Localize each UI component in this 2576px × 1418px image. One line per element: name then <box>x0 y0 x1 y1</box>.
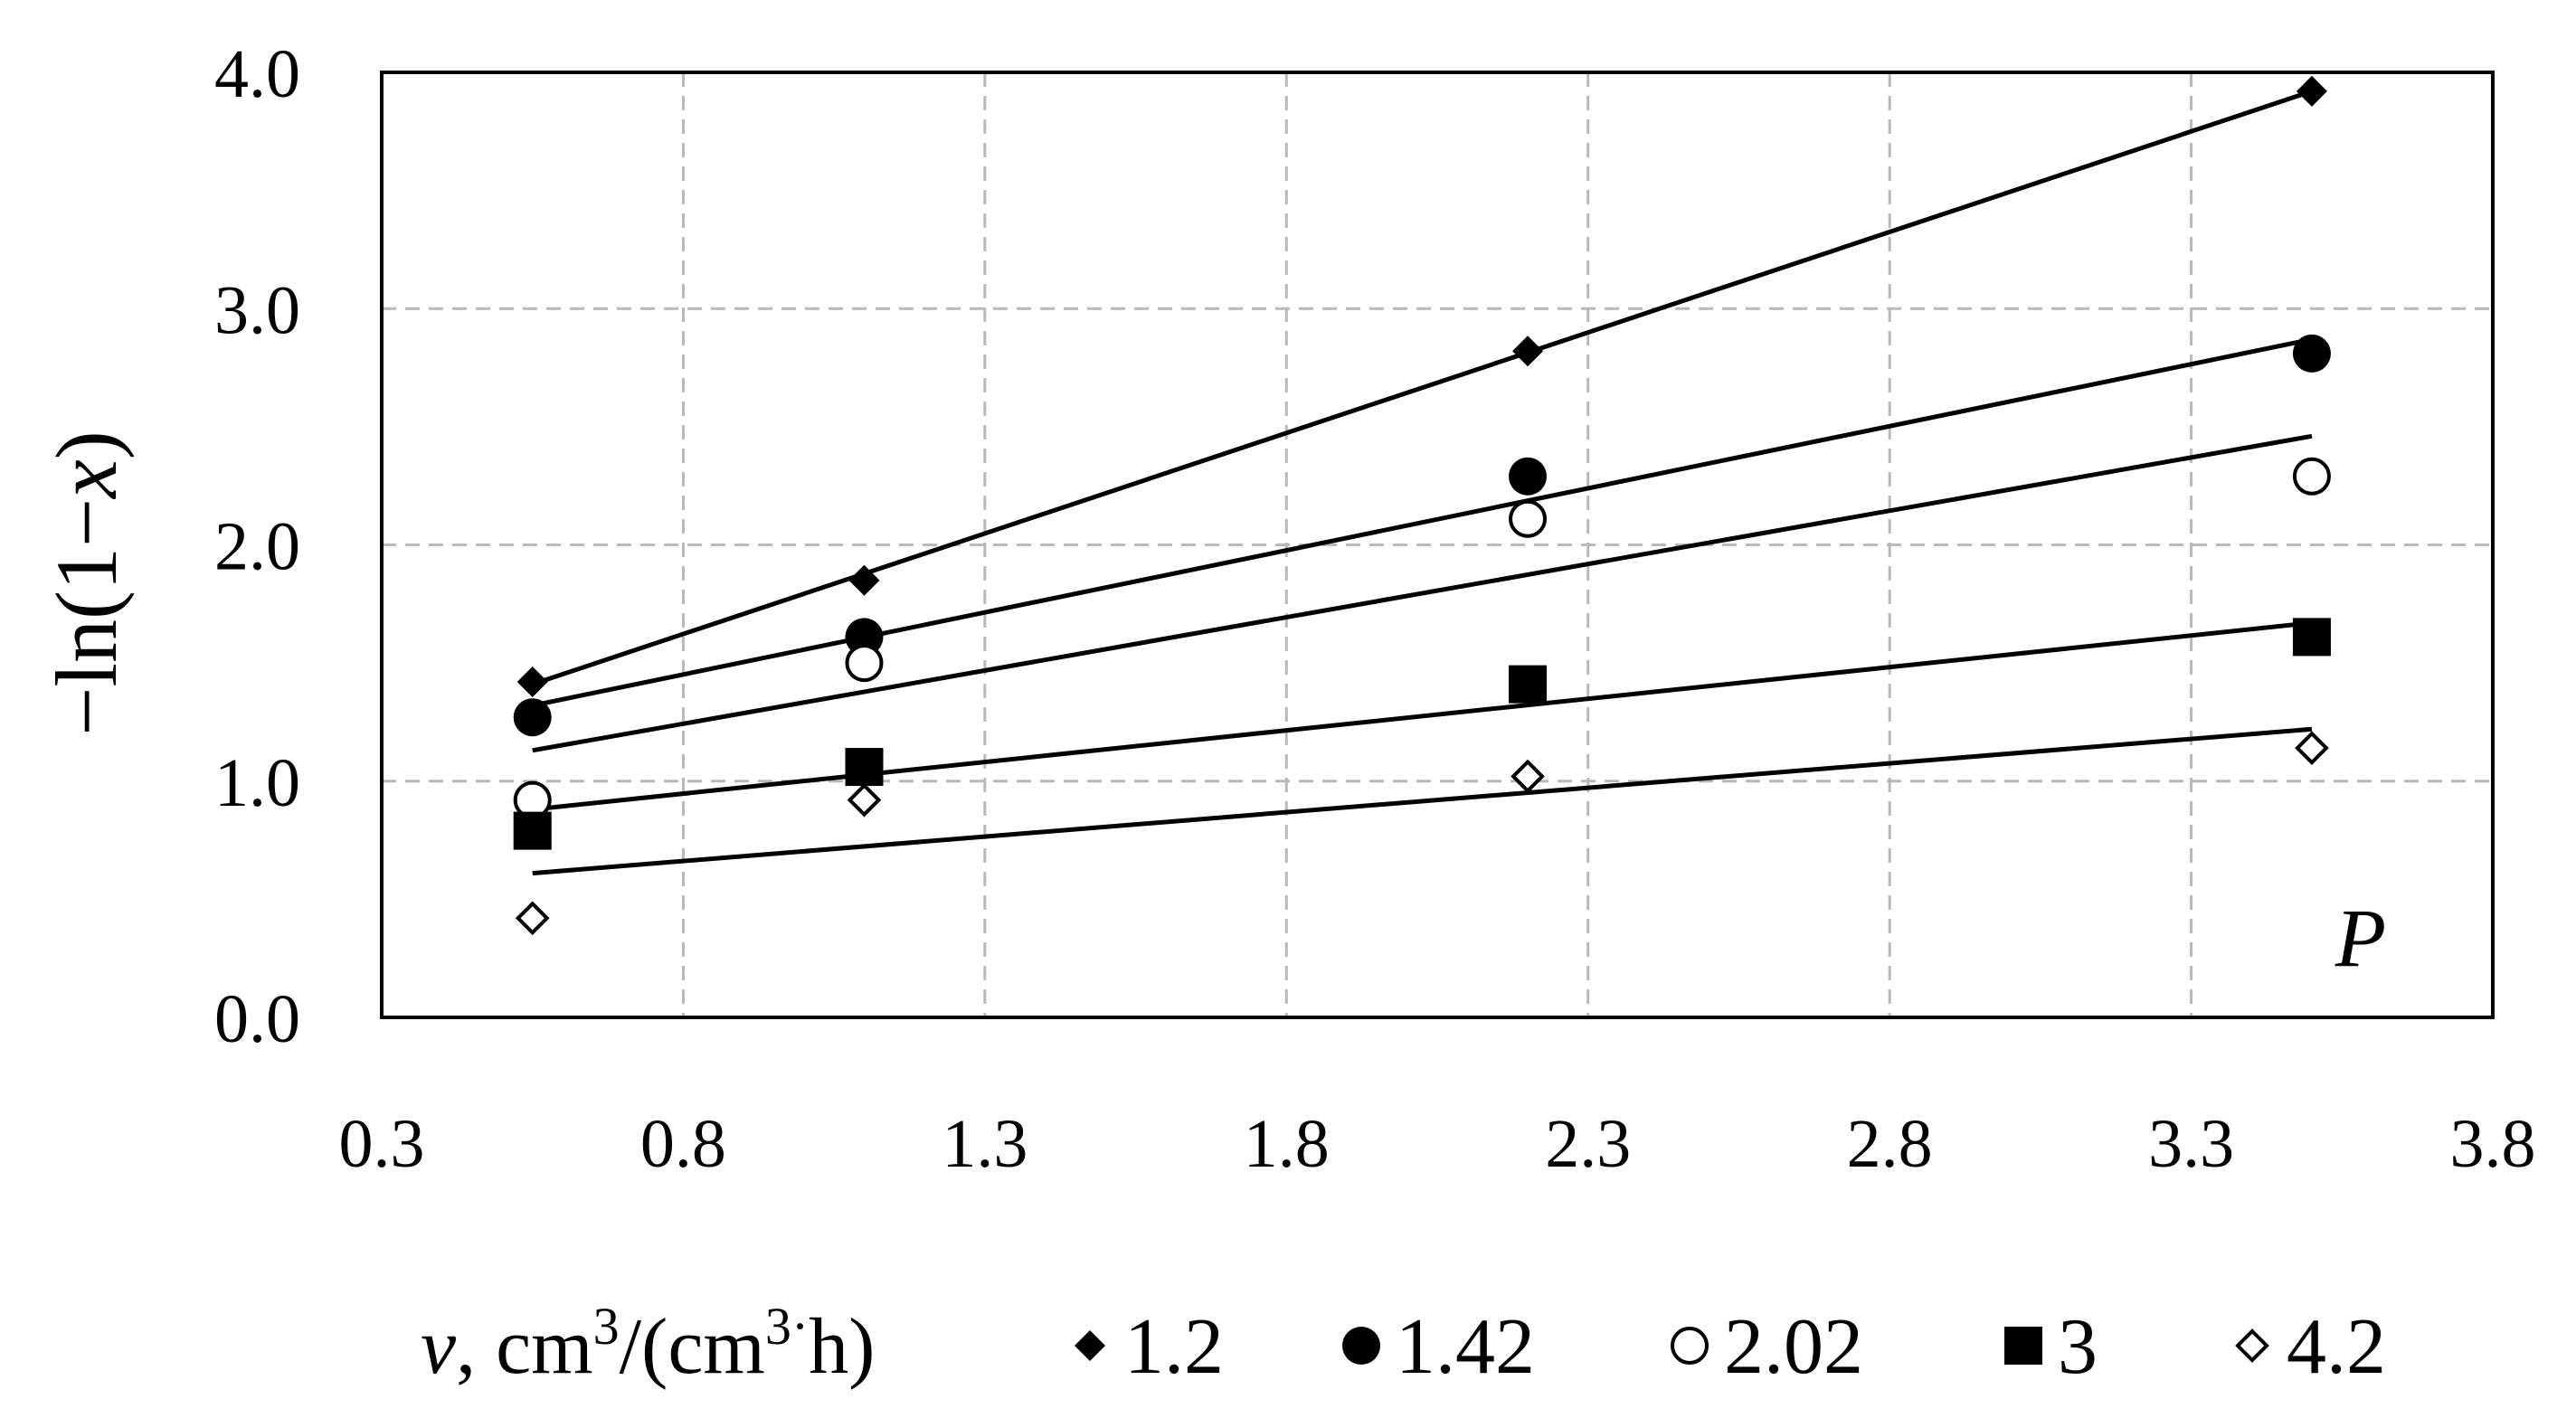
y-tick-label: 1.0 <box>214 745 300 821</box>
data-point-3 <box>2292 618 2331 657</box>
x-axis-title-sup-a: 3 <box>593 1297 620 1356</box>
legend-label: 3 <box>2058 1303 2098 1391</box>
y-tick-label: 2.0 <box>214 509 300 585</box>
data-point-2.02 <box>1509 499 1548 538</box>
trend-line-1.2 <box>531 89 2313 687</box>
legend: 1.2 1.42 2.02 3 4.2 <box>1075 1303 2386 1391</box>
x-axis-title-variable: v <box>421 1303 457 1391</box>
x-tick-label: 0.8 <box>640 1106 726 1182</box>
y-axis-title-suffix: ) <box>38 430 135 459</box>
legend-label: 1.2 <box>1124 1303 1224 1391</box>
trend-line-2.02 <box>532 433 2313 753</box>
data-point-1.2 <box>2296 75 2327 107</box>
x-axis-title-unit-b: /(cm <box>620 1303 765 1391</box>
legend-marker-4.2 <box>2235 1328 2269 1363</box>
plot-area-frame <box>380 71 2495 1019</box>
x-tick-label: 1.3 <box>942 1106 1028 1182</box>
legend-label: 4.2 <box>2287 1303 2386 1391</box>
y-axis-title: −ln(1−x) <box>38 430 135 736</box>
data-point-4.2 <box>515 901 550 936</box>
trend-line-3 <box>532 620 2313 812</box>
data-point-1.2 <box>848 564 880 596</box>
x-tick-label: 3.8 <box>2450 1106 2536 1182</box>
data-point-3 <box>845 748 884 787</box>
y-tick-label: 0.0 <box>214 981 300 1057</box>
grid-lines <box>382 72 2493 1017</box>
data-point-1.42 <box>2292 334 2331 373</box>
x-axis-title-dot: · <box>791 1297 809 1356</box>
x-axis-title-sup-b: 3 <box>765 1297 791 1356</box>
data-point-1.2 <box>516 666 548 698</box>
x-tick-label: 1.8 <box>1244 1106 1330 1182</box>
data-point-1.2 <box>1512 336 1544 367</box>
data-point-3 <box>513 811 552 850</box>
legend-marker-1.2 <box>1075 1330 1105 1361</box>
panel-letter-annotation: P <box>2334 892 2386 984</box>
data-point-4.2 <box>1511 759 1545 794</box>
data-point-3 <box>1509 665 1548 704</box>
data-point-4.2 <box>2295 731 2329 766</box>
data-point-1.42 <box>513 698 552 737</box>
x-tick-label: 2.8 <box>1847 1106 1933 1182</box>
trend-line-4.2 <box>532 726 2313 876</box>
legend-marker-3 <box>2004 1327 2042 1365</box>
data-point-4.2 <box>847 782 882 818</box>
x-axis-title-unit-c: h) <box>809 1303 875 1391</box>
trend-line-1.42 <box>532 336 2313 708</box>
y-axis-title-variable: x <box>38 459 135 500</box>
x-tick-label: 0.3 <box>339 1106 425 1182</box>
y-tick-label: 3.0 <box>214 272 300 348</box>
data-point-1.42 <box>1509 457 1548 496</box>
legend-label: 2.02 <box>1724 1303 1863 1391</box>
legend-label: 1.42 <box>1396 1303 1535 1391</box>
data-point-1.42 <box>845 618 884 657</box>
legend-marker-1.42 <box>1342 1327 1380 1365</box>
data-point-2.02 <box>845 644 884 683</box>
trend-lines <box>531 89 2313 876</box>
tick-labels: 0.3 0.8 1.3 1.8 2.3 2.8 3.3 3.8 0.0 1.0 2.0 3.0 4.0 <box>214 36 2536 1182</box>
x-axis-title-unit-a: , cm <box>456 1303 593 1391</box>
x-axis-title: v, cm3/(cm3·h) <box>421 1297 875 1392</box>
data-point-2.02 <box>2292 457 2331 496</box>
data-points <box>513 75 2331 936</box>
y-axis-title-prefix: −ln(1− <box>38 498 135 736</box>
x-tick-label: 2.3 <box>1545 1106 1631 1182</box>
legend-marker-2.02 <box>1671 1327 1709 1365</box>
x-tick-label: 3.3 <box>2148 1106 2234 1182</box>
y-tick-label: 4.0 <box>214 36 300 112</box>
